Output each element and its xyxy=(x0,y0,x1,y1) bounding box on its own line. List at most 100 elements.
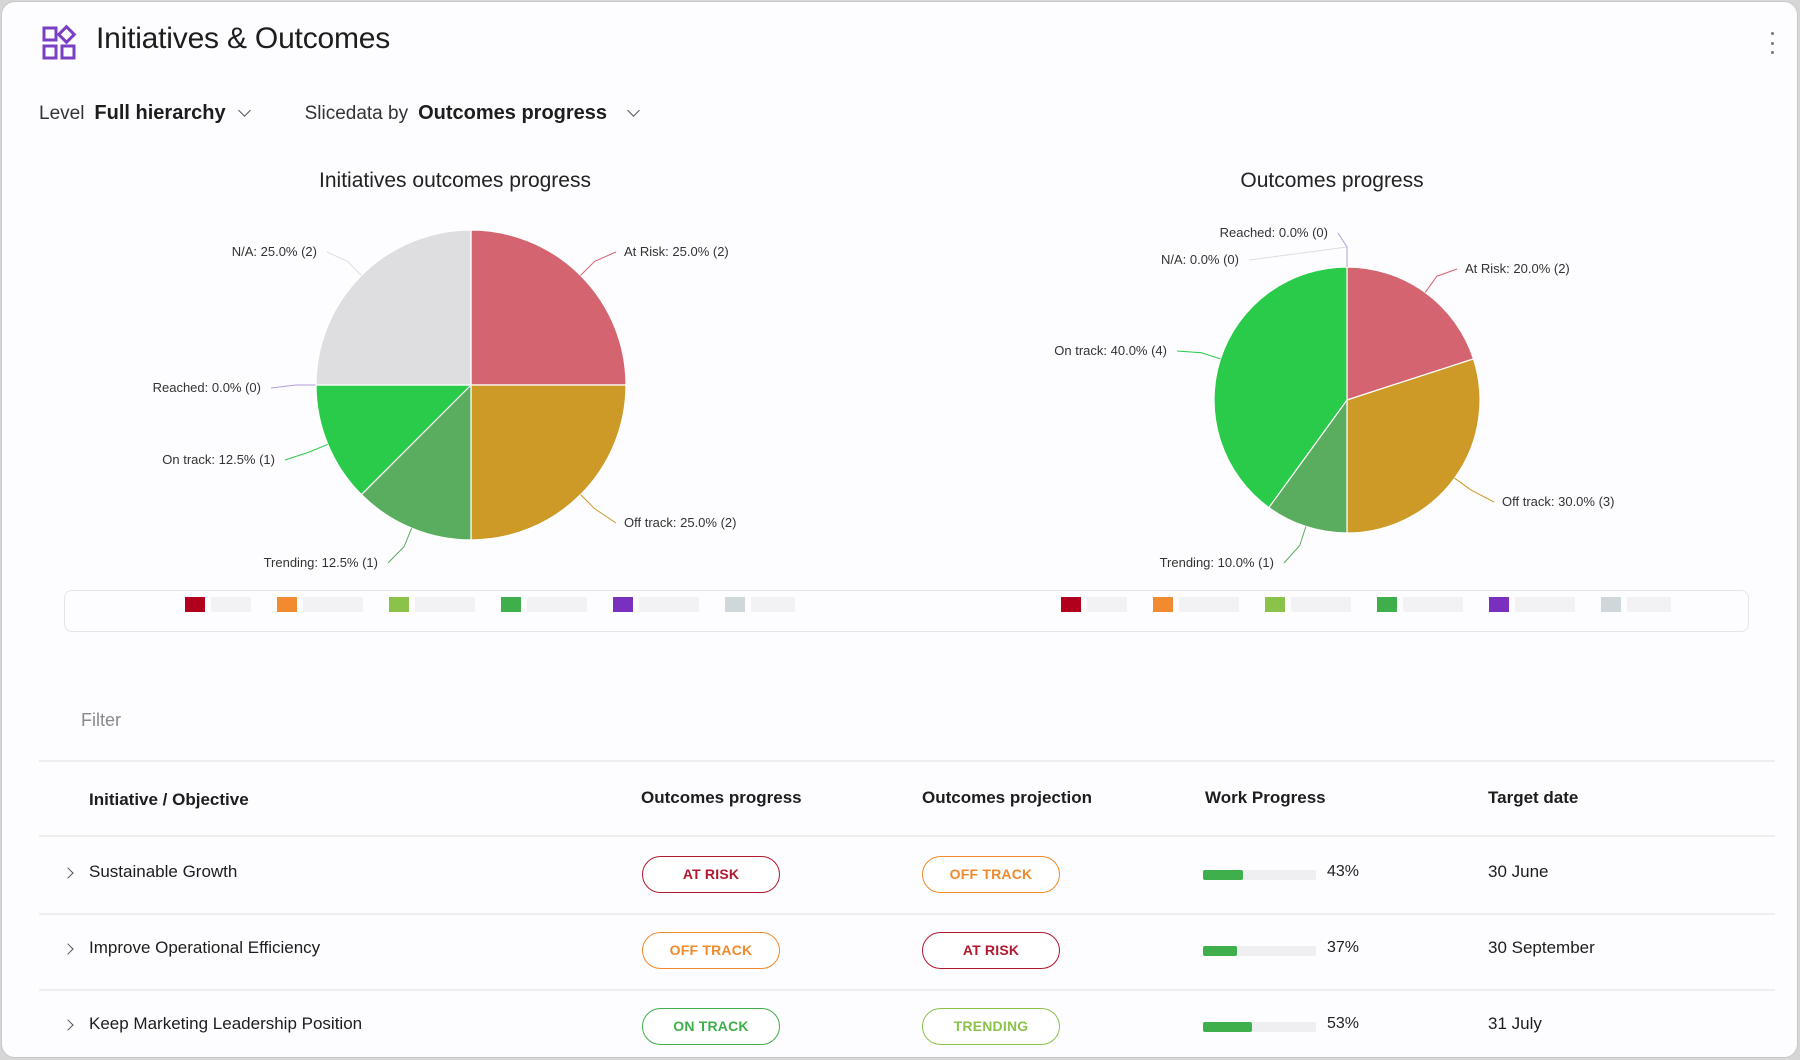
initiative-name[interactable]: Sustainable Growth xyxy=(89,862,238,881)
legend-label-placeholder xyxy=(303,597,363,612)
pie-label-at-risk: At Risk: 20.0% (2) xyxy=(1465,261,1570,276)
legend-item[interactable] xyxy=(1601,597,1671,612)
chevron-down-icon xyxy=(627,104,640,117)
leader-line xyxy=(1454,477,1495,503)
legend-label-placeholder xyxy=(1179,597,1239,612)
target-date: 30 September xyxy=(1488,938,1595,957)
legend-label-placeholder xyxy=(751,597,795,612)
slice-label: Slicedata by xyxy=(304,102,409,124)
col-header-outcomes-progress[interactable]: Outcomes progress xyxy=(641,788,802,807)
legend-item[interactable] xyxy=(185,597,251,612)
leader-line xyxy=(1424,268,1458,293)
divider xyxy=(39,989,1775,991)
legend-item[interactable] xyxy=(1377,597,1463,612)
col-header-outcomes-projection[interactable]: Outcomes projection xyxy=(922,788,1093,807)
leader-line xyxy=(284,443,328,461)
legend-swatch xyxy=(613,597,633,612)
legend-swatch xyxy=(185,597,205,612)
level-dropdown[interactable]: Full hierarchy xyxy=(94,102,251,125)
col-header-work-progress[interactable]: Work Progress xyxy=(1205,788,1326,807)
leader-line xyxy=(1248,246,1348,267)
initiative-name[interactable]: Improve Operational Efficiency xyxy=(89,938,321,957)
legend-swatch xyxy=(277,597,297,612)
legend-swatch xyxy=(501,597,521,612)
outcomes-progress-badge[interactable]: OFF TRACK xyxy=(642,932,780,969)
legend-item[interactable] xyxy=(725,597,795,612)
legend-label-placeholder xyxy=(1627,597,1671,612)
pie-label-off-track: Off track: 30.0% (3) xyxy=(1502,494,1614,509)
legend-swatch xyxy=(1489,597,1509,612)
legend-item[interactable] xyxy=(501,597,587,612)
filter-bar: Level Full hierarchy Slicedata by Outcom… xyxy=(39,102,640,125)
pie-slice-n-a[interactable] xyxy=(315,229,472,386)
legend-item[interactable] xyxy=(277,597,363,612)
table-row[interactable]: Sustainable Growth AT RISK OFF TRACK 43%… xyxy=(39,838,1775,914)
chevron-right-icon[interactable] xyxy=(62,867,74,879)
pie-label-at-risk: At Risk: 25.0% (2) xyxy=(624,244,729,259)
legend-label-placeholder xyxy=(211,597,251,612)
table-row[interactable]: Keep Marketing Leadership Position ON TR… xyxy=(39,990,1775,1057)
legend-initiatives xyxy=(185,597,821,612)
legend-swatch xyxy=(1601,597,1621,612)
chevron-right-icon[interactable] xyxy=(62,1019,74,1031)
target-date: 30 June xyxy=(1488,862,1549,881)
col-header-initiative[interactable]: Initiative / Objective xyxy=(89,790,249,809)
pie-charts: At Risk: 25.0% (2) Off track: 25.0% (2) Tr… xyxy=(153,225,1615,570)
work-progress-value: 37% xyxy=(1327,939,1360,956)
table-row[interactable]: Improve Operational Efficiency OFF TRACK… xyxy=(39,914,1775,990)
outcomes-projection-badge[interactable]: OFF TRACK xyxy=(922,856,1060,893)
legend-outcomes xyxy=(1061,597,1697,612)
leader-line xyxy=(1283,526,1307,564)
outcomes-projection-badge[interactable]: TRENDING xyxy=(922,1008,1060,1045)
filter-input[interactable] xyxy=(66,702,466,738)
pie-label-trending: Trending: 10.0% (1) xyxy=(1160,555,1274,570)
legend-swatch xyxy=(389,597,409,612)
pie-label-n-a: N/A: 0.0% (0) xyxy=(1161,252,1239,267)
pie-label-reached: Reached: 0.0% (0) xyxy=(1220,225,1328,240)
pie-slice-off-track[interactable] xyxy=(470,384,627,541)
outcomes-progress-badge[interactable]: ON TRACK xyxy=(642,1008,780,1045)
pie-slice-at-risk[interactable] xyxy=(470,229,627,386)
legend-item[interactable] xyxy=(1061,597,1127,612)
legend-item[interactable] xyxy=(1265,597,1351,612)
work-progress-bar xyxy=(1203,1022,1316,1032)
divider xyxy=(39,760,1775,762)
legend-label-placeholder xyxy=(415,597,475,612)
leader-line xyxy=(1176,350,1221,360)
slice-value: Outcomes progress xyxy=(418,102,608,124)
pie-label-on-track: On track: 40.0% (4) xyxy=(1054,343,1167,358)
leader-line xyxy=(580,251,617,276)
chart-title-outcomes: Outcomes progress xyxy=(1240,169,1424,192)
initiative-name[interactable]: Keep Marketing Leadership Position xyxy=(89,1014,363,1033)
target-date: 31 July xyxy=(1488,1014,1542,1033)
pie-label-on-track: On track: 12.5% (1) xyxy=(162,452,275,467)
chart-title-initiatives: Initiatives outcomes progress xyxy=(319,169,591,192)
slice-dropdown[interactable]: Outcomes progress xyxy=(418,102,640,125)
legend-label-placeholder xyxy=(1087,597,1127,612)
work-progress-fill xyxy=(1203,1022,1253,1032)
col-header-target-date[interactable]: Target date xyxy=(1488,788,1579,807)
chevron-right-icon[interactable] xyxy=(62,943,74,955)
pie-label-off-track: Off track: 25.0% (2) xyxy=(624,515,736,530)
leader-line xyxy=(387,528,413,564)
outcomes-progress-badge[interactable]: AT RISK xyxy=(642,856,780,893)
work-progress-bar xyxy=(1203,946,1316,956)
legend-swatch xyxy=(1265,597,1285,612)
legend-label-placeholder xyxy=(527,597,587,612)
leader-line xyxy=(270,384,316,389)
work-progress-bar xyxy=(1203,870,1316,880)
legend-item[interactable] xyxy=(1489,597,1575,612)
work-progress-value: 43% xyxy=(1327,863,1360,880)
legend-item[interactable] xyxy=(1153,597,1239,612)
legend-item[interactable] xyxy=(389,597,475,612)
legend-swatch xyxy=(1153,597,1173,612)
leader-line xyxy=(1337,232,1348,267)
legend-label-placeholder xyxy=(639,597,699,612)
kebab-menu-icon[interactable] xyxy=(1766,32,1778,54)
divider xyxy=(39,835,1775,837)
outcomes-projection-badge[interactable]: AT RISK xyxy=(922,932,1060,969)
legend-item[interactable] xyxy=(613,597,699,612)
legend-swatch xyxy=(1061,597,1081,612)
legend-label-placeholder xyxy=(1515,597,1575,612)
